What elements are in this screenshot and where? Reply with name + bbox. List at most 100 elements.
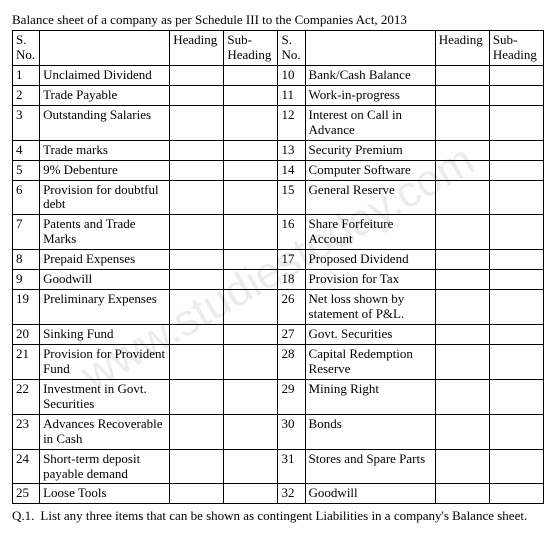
cell-item: Unclaimed Dividend xyxy=(40,65,170,85)
cell-item: Goodwill xyxy=(40,270,170,290)
header-item-right xyxy=(305,31,435,66)
cell-heading xyxy=(435,270,489,290)
cell-sno: 4 xyxy=(13,140,40,160)
cell-subheading xyxy=(489,105,543,140)
header-sno-left: S. No. xyxy=(13,31,40,66)
cell-subheading xyxy=(489,344,543,379)
question-text: List any three items that can be shown a… xyxy=(40,508,544,524)
cell-subheading xyxy=(489,379,543,414)
table-row: 22Investment in Govt. Securities29Mining… xyxy=(13,379,544,414)
cell-sno: 1 xyxy=(13,65,40,85)
cell-heading xyxy=(435,180,489,215)
cell-heading xyxy=(170,449,224,484)
cell-subheading xyxy=(489,215,543,250)
cell-sno: 17 xyxy=(278,250,305,270)
table-header-row: S. No. Heading Sub-Heading S. No. Headin… xyxy=(13,31,544,66)
cell-sno: 22 xyxy=(13,379,40,414)
cell-sno: 20 xyxy=(13,325,40,345)
cell-heading xyxy=(170,215,224,250)
cell-item: Trade Payable xyxy=(40,85,170,105)
page-title: Balance sheet of a company as per Schedu… xyxy=(12,12,544,28)
cell-sno: 26 xyxy=(278,290,305,325)
cell-subheading xyxy=(224,270,278,290)
cell-item: Net loss shown by statement of P&L. xyxy=(305,290,435,325)
cell-item: Prepaid Expenses xyxy=(40,250,170,270)
header-subheading-right: Sub-Heading xyxy=(489,31,543,66)
cell-subheading xyxy=(224,215,278,250)
cell-item: Loose Tools xyxy=(40,484,170,504)
cell-item: Stores and Spare Parts xyxy=(305,449,435,484)
cell-item: Goodwill xyxy=(305,484,435,504)
cell-item: Provision for Provident Fund xyxy=(40,344,170,379)
cell-heading xyxy=(435,250,489,270)
cell-item: Bonds xyxy=(305,414,435,449)
table-row: 9Goodwill18Provision for Tax xyxy=(13,270,544,290)
cell-subheading xyxy=(224,379,278,414)
cell-sno: 29 xyxy=(278,379,305,414)
cell-heading xyxy=(435,484,489,504)
cell-heading xyxy=(170,85,224,105)
cell-sno: 18 xyxy=(278,270,305,290)
cell-item: Preliminary Expenses xyxy=(40,290,170,325)
cell-sno: 23 xyxy=(13,414,40,449)
cell-heading xyxy=(170,379,224,414)
table-row: 25Loose Tools32Goodwill xyxy=(13,484,544,504)
cell-heading xyxy=(435,449,489,484)
cell-item: Investment in Govt. Securities xyxy=(40,379,170,414)
table-row: 19Preliminary Expenses26Net loss shown b… xyxy=(13,290,544,325)
cell-subheading xyxy=(489,290,543,325)
cell-item: Computer Software xyxy=(305,160,435,180)
cell-item: Patents and Trade Marks xyxy=(40,215,170,250)
table-body: 1Unclaimed Dividend10Bank/Cash Balance2T… xyxy=(13,65,544,504)
cell-item: Security Premium xyxy=(305,140,435,160)
cell-item: Trade marks xyxy=(40,140,170,160)
cell-heading xyxy=(170,180,224,215)
table-row: 6Provision for doubtful debt15General Re… xyxy=(13,180,544,215)
cell-heading xyxy=(170,344,224,379)
cell-heading xyxy=(435,65,489,85)
cell-heading xyxy=(170,160,224,180)
cell-item: Work-in-progress xyxy=(305,85,435,105)
cell-heading xyxy=(170,140,224,160)
cell-sno: 3 xyxy=(13,105,40,140)
cell-subheading xyxy=(489,414,543,449)
cell-item: Bank/Cash Balance xyxy=(305,65,435,85)
cell-subheading xyxy=(489,180,543,215)
cell-heading xyxy=(435,379,489,414)
cell-sno: 10 xyxy=(278,65,305,85)
cell-heading xyxy=(170,414,224,449)
cell-subheading xyxy=(489,484,543,504)
cell-heading xyxy=(435,325,489,345)
cell-subheading xyxy=(224,250,278,270)
table-row: 23Advances Recoverable in Cash30Bonds xyxy=(13,414,544,449)
cell-subheading xyxy=(224,290,278,325)
cell-subheading xyxy=(224,344,278,379)
cell-sno: 27 xyxy=(278,325,305,345)
table-row: 7Patents and Trade Marks16Share Forfeitu… xyxy=(13,215,544,250)
table-row: 2Trade Payable11Work-in-progress xyxy=(13,85,544,105)
cell-heading xyxy=(170,484,224,504)
cell-subheading xyxy=(489,65,543,85)
cell-heading xyxy=(435,290,489,325)
cell-sno: 13 xyxy=(278,140,305,160)
cell-item: Interest on Call in Advance xyxy=(305,105,435,140)
cell-heading xyxy=(435,215,489,250)
cell-heading xyxy=(170,270,224,290)
cell-item: Proposed Dividend xyxy=(305,250,435,270)
question-label: Q.1. xyxy=(12,508,40,524)
cell-heading xyxy=(435,140,489,160)
cell-subheading xyxy=(489,85,543,105)
cell-item: Outstanding Salaries xyxy=(40,105,170,140)
cell-item: 9% Debenture xyxy=(40,160,170,180)
cell-sno: 9 xyxy=(13,270,40,290)
cell-sno: 8 xyxy=(13,250,40,270)
cell-sno: 11 xyxy=(278,85,305,105)
cell-subheading xyxy=(224,65,278,85)
table-row: 8Prepaid Expenses 17Proposed Dividend xyxy=(13,250,544,270)
cell-sno: 7 xyxy=(13,215,40,250)
cell-sno: 5 xyxy=(13,160,40,180)
table-row: 59% Debenture14Computer Software xyxy=(13,160,544,180)
cell-item: Advances Recoverable in Cash xyxy=(40,414,170,449)
cell-sno: 25 xyxy=(13,484,40,504)
cell-subheading xyxy=(224,449,278,484)
